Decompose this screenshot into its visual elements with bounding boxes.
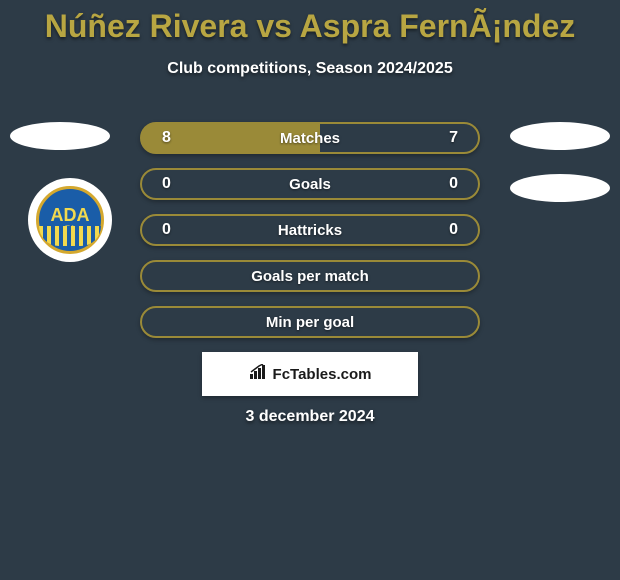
stat-left-value: 0 (162, 175, 192, 193)
stat-left-value: 8 (162, 129, 192, 147)
right-team-badge-1 (510, 122, 610, 150)
logo-text: ADA (51, 206, 90, 224)
stat-label: Min per goal (266, 314, 354, 331)
footer-brand-box: FcTables.com (202, 352, 418, 396)
stat-right-value: 0 (428, 175, 458, 193)
stats-container: 8 Matches 7 0 Goals 0 0 Hattricks 0 Goal… (140, 122, 480, 352)
stat-bar-mpg: Min per goal (140, 306, 480, 338)
date-text: 3 december 2024 (246, 408, 375, 426)
comparison-title: Núñez Rivera vs Aspra FernÃ¡ndez (0, 0, 620, 45)
club-logo: ADA 71 (28, 178, 112, 262)
stat-right-value: 7 (428, 129, 458, 147)
stat-bar-gpm: Goals per match (140, 260, 480, 292)
stat-label: Matches (280, 130, 340, 147)
stat-bar-matches: 8 Matches 7 (140, 122, 480, 154)
season-subtitle: Club competitions, Season 2024/2025 (0, 60, 620, 78)
stat-label: Hattricks (278, 222, 342, 239)
stat-label: Goals per match (251, 268, 369, 285)
stat-bar-goals: 0 Goals 0 (140, 168, 480, 200)
stat-left-value: 0 (162, 221, 192, 239)
stat-label: Goals (289, 176, 331, 193)
chart-icon (249, 364, 269, 385)
left-team-badge (10, 122, 110, 150)
stat-right-value: 0 (428, 221, 458, 239)
club-logo-inner: ADA 71 (36, 186, 104, 254)
right-team-badge-2 (510, 174, 610, 202)
stat-bar-hattricks: 0 Hattricks 0 (140, 214, 480, 246)
footer-brand-text: FcTables.com (273, 366, 372, 383)
logo-stripes (39, 226, 101, 246)
